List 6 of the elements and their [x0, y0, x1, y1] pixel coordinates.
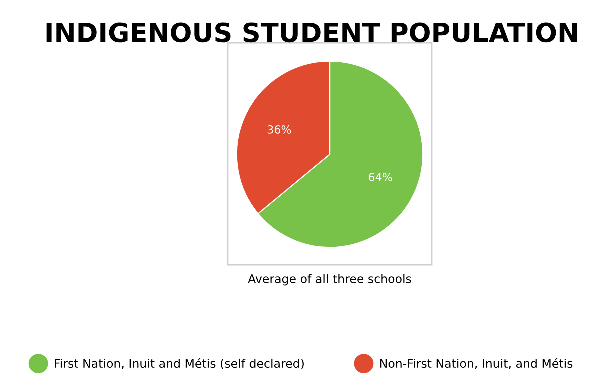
legend-label: First Nation, Inuit and Métis (self declared)	[55, 358, 304, 370]
data-label: 64%	[368, 173, 392, 182]
data-label: 36%	[268, 126, 292, 134]
legend-label: Non-First Nation, Inuit, and Métis	[380, 358, 573, 370]
text: Average of all three schools	[248, 274, 412, 286]
chart-title: INDIGENOUS STUDENT POPULATION	[46, 22, 578, 43]
